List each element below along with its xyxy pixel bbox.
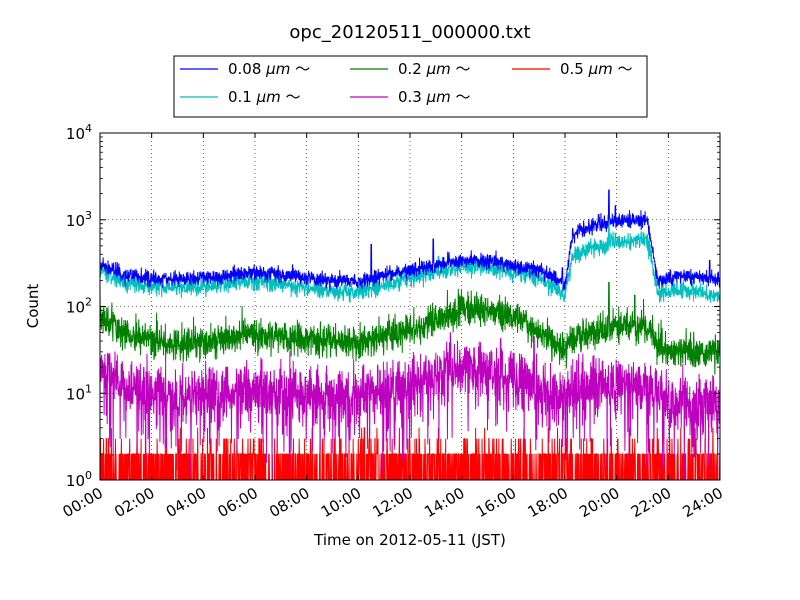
- y-tick-label: 101: [66, 382, 92, 403]
- x-tick-label: 06:00: [215, 484, 261, 521]
- series-0-2um: [100, 281, 720, 375]
- legend-entry-0-5um: 0.5 μm ～: [512, 60, 633, 78]
- y-tick-label: 100: [66, 469, 92, 490]
- x-tick-label: 12:00: [370, 484, 416, 521]
- x-tick-label: 22:00: [628, 484, 674, 521]
- chart-title: opc_20120511_000000.txt: [289, 22, 530, 43]
- legend-box: [173, 55, 648, 118]
- y-tick-label: 102: [66, 296, 92, 317]
- x-tick-label: 20:00: [576, 484, 622, 521]
- legend-label: 0.2 μm ～: [398, 60, 471, 78]
- y-tick-label: 103: [66, 209, 92, 230]
- y-tick-label: 104: [66, 122, 92, 143]
- series-0-3um-line: [100, 332, 720, 480]
- series-group: [100, 189, 720, 480]
- x-tick-label: 16:00: [473, 484, 519, 521]
- legend-entry-0-1um: 0.1 μm ～: [180, 88, 301, 106]
- legend-entry-0-2um: 0.2 μm ～: [350, 60, 471, 78]
- plot-area: 00:00 02:00 04:00 06:00 08:00 10:00 12:00 14:00…: [60, 122, 726, 521]
- x-tick-label: 02:00: [111, 484, 157, 521]
- series-0-3um: [100, 332, 720, 480]
- x-tick-label: 04:00: [163, 484, 209, 521]
- legend-label: 0.08 μm ～: [228, 60, 310, 78]
- series-0-08um-line: [100, 189, 720, 291]
- x-tick-label: 24:00: [680, 484, 726, 521]
- legend-label: 0.1 μm ～: [228, 88, 301, 106]
- series-0-2um-line: [100, 281, 720, 375]
- x-tick-label: 10:00: [318, 484, 364, 521]
- legend-label: 0.5 μm ～: [560, 60, 633, 78]
- x-tick-label: 14:00: [421, 484, 467, 521]
- y-axis-label: Count: [24, 284, 42, 329]
- x-tick-label: 18:00: [525, 484, 571, 521]
- x-tick-label: 08:00: [266, 484, 312, 521]
- legend-entry-0-3um: 0.3 μm ～: [350, 88, 471, 106]
- legend-entry-0-08um: 0.08 μm ～: [180, 60, 310, 78]
- legend-label: 0.3 μm ～: [398, 88, 471, 106]
- series-0-5um: [100, 427, 720, 480]
- x-axis-label: Time on 2012-05-11 (JST): [313, 531, 506, 549]
- series-0-08um: [100, 189, 720, 291]
- series-line-0-5um: [100, 427, 720, 480]
- legend: 0.08 μm ～ 0.1 μm ～ 0.2 μm ～ 0.3 μm ～ 0.5 μm …: [173, 55, 648, 118]
